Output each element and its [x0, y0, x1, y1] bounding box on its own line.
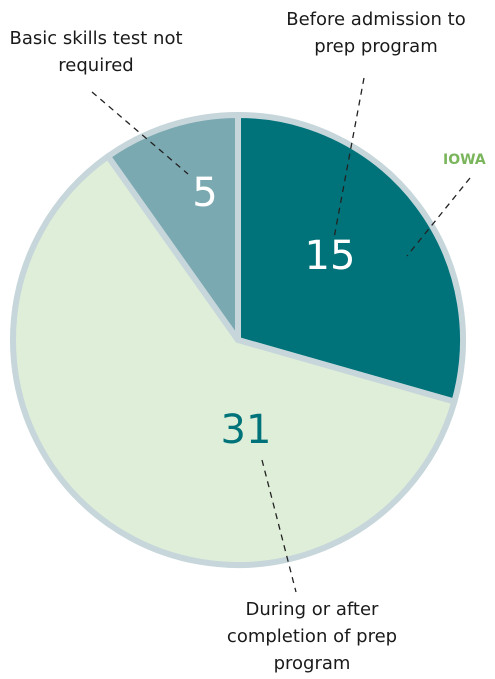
value-label: 5: [192, 170, 217, 216]
leader-line: [261, 459, 297, 593]
value-label: 15: [305, 233, 356, 279]
category-label: During or after completion of prep progr…: [226, 599, 398, 674]
category-label: Before admission to prep program: [286, 9, 466, 57]
pie-slice: [10, 153, 458, 568]
annotation: IOWA: [443, 152, 486, 168]
leader-line: [333, 77, 365, 239]
pie-slice: [235, 112, 466, 405]
leader-line: [406, 177, 471, 257]
value-label: 31: [221, 407, 272, 453]
category-label: Basic skills test not required: [9, 28, 183, 76]
pie-slice: [105, 112, 241, 343]
